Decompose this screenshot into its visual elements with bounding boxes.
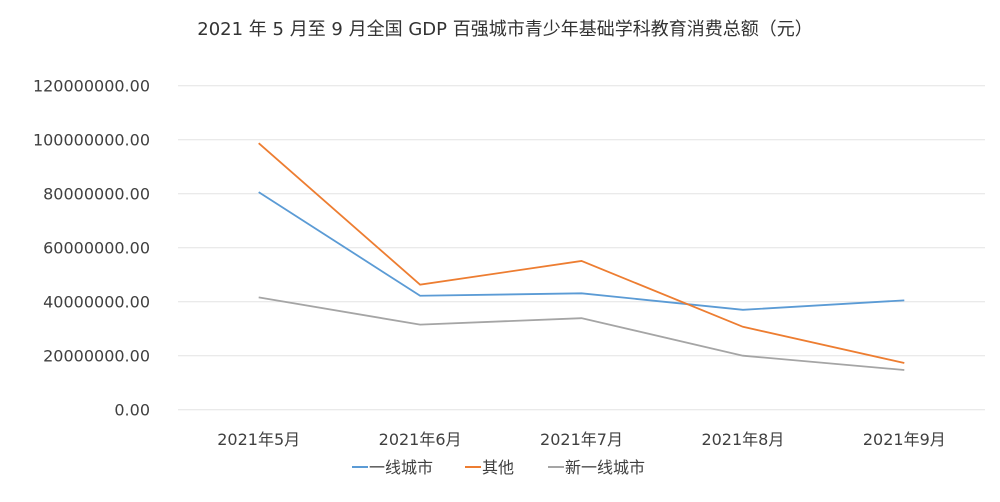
y-tick-label: 120000000.00 [33,77,150,96]
y-tick-label: 100000000.00 [33,131,150,150]
y-tick-label: 0.00 [114,401,150,420]
x-tick-label: 2021年9月 [863,430,946,449]
x-tick-label: 2021年5月 [217,430,300,449]
x-tick-label: 2021年8月 [701,430,784,449]
y-tick-label: 60000000.00 [43,239,150,258]
y-tick-label: 80000000.00 [43,185,150,204]
series-line-2 [258,296,905,371]
y-tick-label: 40000000.00 [43,293,150,312]
series-line-1 [258,142,905,364]
chart-title: 2021 年 5 月至 9 月全国 GDP 百强城市青少年基础学科教育消费总额（… [197,19,812,40]
legend-label: 其他 [482,458,514,477]
legend-label: 一线城市 [369,458,433,477]
x-tick-label: 2021年6月 [379,430,462,449]
y-tick-label: 20000000.00 [43,347,150,366]
legend-label: 新一线城市 [565,458,645,477]
x-tick-label: 2021年7月 [540,430,623,449]
series-line-0 [258,191,905,311]
